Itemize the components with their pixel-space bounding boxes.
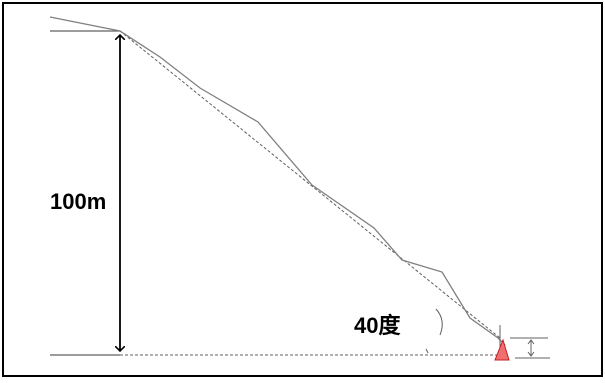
toe-height-arrowhead-bottom: [527, 351, 535, 357]
diagram-frame: [2, 2, 603, 377]
toe-marker: [494, 338, 510, 361]
angle-label: 40度: [354, 313, 401, 338]
average-slope-dashed-line: [119, 30, 501, 339]
height-label: 100m: [50, 189, 106, 214]
angle-arc: [435, 308, 443, 336]
toe-height-arrowhead-top: [527, 339, 535, 345]
angle-ground-tick: [425, 348, 429, 354]
terrain-slope-line: [49, 16, 506, 346]
